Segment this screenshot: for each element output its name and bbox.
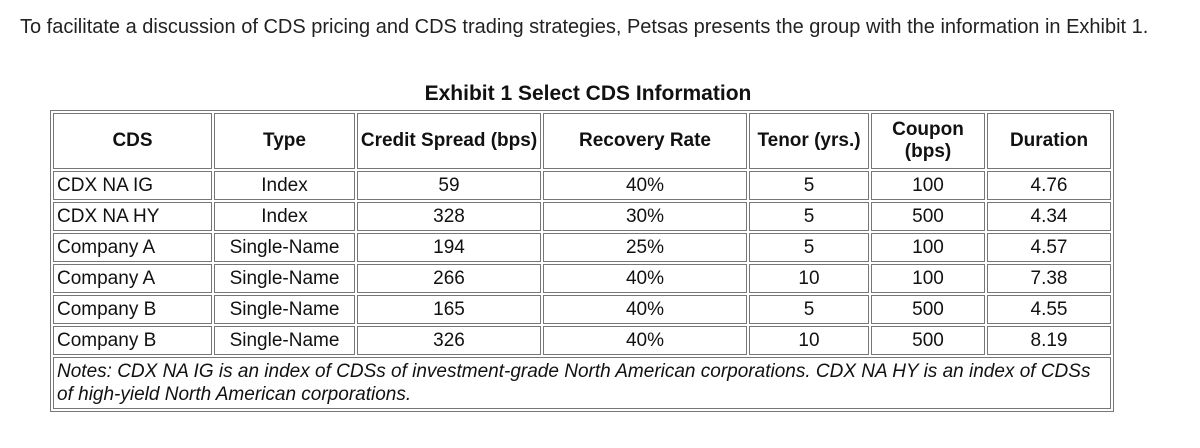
cell-cds: CDX NA HY (53, 202, 212, 231)
cell-tenor: 5 (749, 171, 869, 200)
cell-duration: 4.76 (987, 171, 1111, 200)
cell-tenor: 5 (749, 202, 869, 231)
cell-coupon: 500 (871, 202, 985, 231)
cell-cds: Company A (53, 233, 212, 262)
cell-credit-spread: 266 (357, 264, 541, 293)
table-notes: Notes: CDX NA IG is an index of CDSs of … (53, 357, 1111, 409)
intro-paragraph: To facilitate a discussion of CDS pricin… (20, 16, 1149, 38)
cell-tenor: 10 (749, 264, 869, 293)
header-recovery-rate: Recovery Rate (543, 113, 747, 169)
cell-cds: CDX NA IG (53, 171, 212, 200)
table-row: CDX NA IG Index 59 40% 5 100 4.76 (53, 171, 1111, 200)
table-row: Company B Single-Name 326 40% 10 500 8.1… (53, 326, 1111, 355)
cds-information-table: CDS Type Credit Spread (bps) Recovery Ra… (50, 110, 1114, 412)
cell-duration: 4.57 (987, 233, 1111, 262)
header-coupon: Coupon (bps) (871, 113, 985, 169)
cell-recovery-rate: 40% (543, 264, 747, 293)
cell-type: Single-Name (214, 326, 355, 355)
header-credit-spread: Credit Spread (bps) (357, 113, 541, 169)
cell-duration: 4.55 (987, 295, 1111, 324)
cell-tenor: 5 (749, 233, 869, 262)
header-type: Type (214, 113, 355, 169)
cell-coupon: 100 (871, 171, 985, 200)
cell-coupon: 500 (871, 326, 985, 355)
table-row: Company B Single-Name 165 40% 5 500 4.55 (53, 295, 1111, 324)
header-tenor: Tenor (yrs.) (749, 113, 869, 169)
cell-duration: 8.19 (987, 326, 1111, 355)
cell-recovery-rate: 40% (543, 295, 747, 324)
cell-cds: Company B (53, 295, 212, 324)
header-duration: Duration (987, 113, 1111, 169)
cell-recovery-rate: 30% (543, 202, 747, 231)
cell-type: Single-Name (214, 233, 355, 262)
notes-row: Notes: CDX NA IG is an index of CDSs of … (53, 357, 1111, 409)
cell-credit-spread: 194 (357, 233, 541, 262)
cell-type: Index (214, 171, 355, 200)
cell-duration: 4.34 (987, 202, 1111, 231)
header-cds: CDS (53, 113, 212, 169)
cell-credit-spread: 165 (357, 295, 541, 324)
cell-coupon: 100 (871, 233, 985, 262)
table-header-row: CDS Type Credit Spread (bps) Recovery Ra… (53, 113, 1111, 169)
cell-recovery-rate: 40% (543, 171, 747, 200)
table-row: Company A Single-Name 194 25% 5 100 4.57 (53, 233, 1111, 262)
cell-cds: Company B (53, 326, 212, 355)
cell-type: Single-Name (214, 295, 355, 324)
table-row: CDX NA HY Index 328 30% 5 500 4.34 (53, 202, 1111, 231)
cell-cds: Company A (53, 264, 212, 293)
cell-type: Index (214, 202, 355, 231)
cell-credit-spread: 326 (357, 326, 541, 355)
cell-coupon: 500 (871, 295, 985, 324)
cell-tenor: 5 (749, 295, 869, 324)
cell-type: Single-Name (214, 264, 355, 293)
cell-credit-spread: 59 (357, 171, 541, 200)
cell-coupon: 100 (871, 264, 985, 293)
cell-recovery-rate: 25% (543, 233, 747, 262)
cell-credit-spread: 328 (357, 202, 541, 231)
cell-recovery-rate: 40% (543, 326, 747, 355)
table-row: Company A Single-Name 266 40% 10 100 7.3… (53, 264, 1111, 293)
cell-duration: 7.38 (987, 264, 1111, 293)
exhibit-caption: Exhibit 1 Select CDS Information (424, 82, 752, 105)
cell-tenor: 10 (749, 326, 869, 355)
